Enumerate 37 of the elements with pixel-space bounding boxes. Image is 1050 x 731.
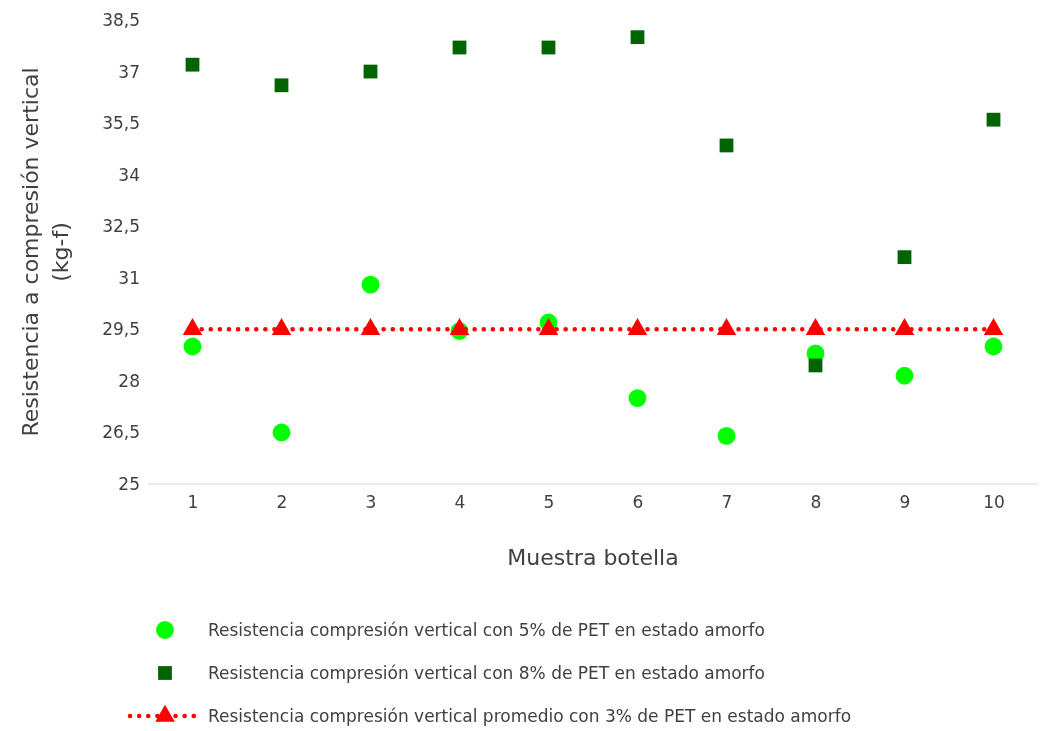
point <box>185 57 200 72</box>
y-tick-label: 35,5 <box>102 113 140 134</box>
point <box>274 78 289 93</box>
y-axis-title: Resistencia a compresión vertical (kg-f) <box>18 67 73 437</box>
y-tick-label: 32,5 <box>102 216 140 237</box>
legend-label: Resistencia compresión vertical con 8% de PET en estado amorfo <box>208 662 765 683</box>
point <box>717 426 736 445</box>
x-axis-title: Muestra botella <box>507 545 679 570</box>
point <box>897 250 912 265</box>
y-tick-label: 26,5 <box>102 422 140 443</box>
point <box>630 30 645 45</box>
point <box>628 389 647 407</box>
y-tick-label: 28 <box>118 370 140 391</box>
x-tick-label: 7 <box>721 492 733 513</box>
x-tick-label: 1 <box>187 492 199 513</box>
point <box>272 423 291 442</box>
point <box>986 112 1001 127</box>
legend-label: Resistencia compresión vertical con 5% de PET en estado amorfo <box>208 619 765 640</box>
y-tick-label: 25 <box>118 473 140 494</box>
x-tick-label: 9 <box>899 492 911 513</box>
x-tick-label: 6 <box>632 492 644 513</box>
y-tick-label: 31 <box>118 267 140 288</box>
x-tick-label: 2 <box>276 492 288 513</box>
legend-label: Resistencia compresión vertical promedio con 3% de PET en estado amorfo <box>208 705 852 726</box>
x-tick-label: 4 <box>454 492 466 513</box>
point <box>895 366 914 385</box>
x-tick-label: 3 <box>365 492 377 513</box>
y-tick-label: 37 <box>118 61 140 82</box>
x-tick-label: 10 <box>983 492 1005 513</box>
point <box>361 275 380 294</box>
x-tick-label: 5 <box>543 492 555 513</box>
point <box>984 337 1003 356</box>
x-tick-label: 8 <box>810 492 822 513</box>
point <box>183 337 202 356</box>
y-tick-label: 38,5 <box>102 9 140 30</box>
y-tick-label: 29,5 <box>102 319 140 340</box>
y-tick-label: 34 <box>118 164 140 185</box>
